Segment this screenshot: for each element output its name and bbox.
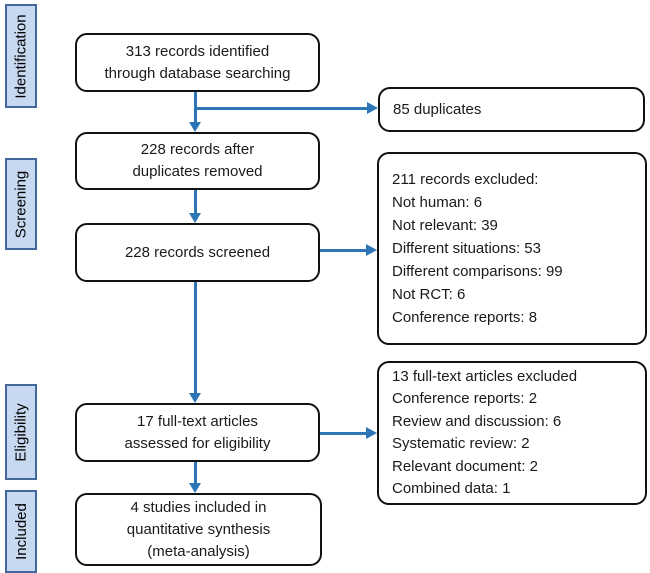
arrowhead-right-icon [366,426,377,439]
box-fulltext-excluded-line: 13 full-text articles excluded [392,367,578,385]
box-records-excluded-line: Not relevant: 39 [392,217,498,234]
stage-label-eligibility: Eligibility [5,384,37,480]
box-records-excluded-line: 211 records excluded: [392,171,539,188]
box-records-after-duplicates-line: 228 records after [140,141,255,158]
arrowhead-down-icon [188,122,201,132]
arrow-after-duplicates-to-screened [193,190,197,214]
arrowhead-right-icon [367,101,378,114]
arrowhead-down-icon [188,393,201,403]
box-fulltext-excluded-line: Systematic review: 2 [392,435,530,452]
box-records-after-duplicates: 228 records after duplicates removed [75,132,320,190]
box-records-identified: 313 records identified through database … [75,33,320,92]
box-records-after-duplicates-line: duplicates removed [132,163,263,180]
arrow-screened-to-records-excluded [320,248,367,252]
arrowhead-down-icon [188,213,201,223]
box-records-excluded: 211 records excluded: Not human: 6 Not r… [377,152,647,345]
arrow-screened-to-assessed [193,282,197,394]
stage-label-included-text: Included [12,503,30,560]
box-fulltext-excluded-line: Combined data: 1 [392,480,511,497]
box-records-excluded-line: Not human: 6 [392,194,483,211]
box-fulltext-excluded: 13 full-text articles excluded Conferenc… [377,361,647,505]
stage-label-eligibility-text: Eligibility [12,402,30,462]
box-records-identified-line: 313 records identified [125,42,270,60]
box-fulltext-excluded-line: Relevant document: 2 [392,457,538,475]
box-duplicates: 85 duplicates [378,87,645,132]
box-fulltext-excluded-line: Review and discussion: 6 [392,412,562,430]
box-records-excluded-line: Different comparisons: 99 [392,263,563,280]
box-records-excluded-line: Conference reports: 8 [392,309,538,326]
arrow-branch-to-duplicates [195,106,368,110]
box-studies-included-line: (meta-analysis) [147,542,250,560]
arrow-assessed-to-included [193,462,197,484]
stage-label-identification-text: Identification [12,13,30,99]
box-studies-included: 4 studies included in quantitative synth… [75,493,322,566]
box-fulltext-assessed-line: assessed for eligibility [124,434,271,452]
box-duplicates-line: 85 duplicates [393,100,482,118]
box-records-excluded-line: Not RCT: 6 [392,286,466,303]
box-records-screened: 228 records screened [75,223,320,282]
stage-label-identification: Identification [5,4,37,108]
box-records-screened-line: 228 records screened [124,243,271,261]
box-studies-included-line: 4 studies included in [130,498,267,516]
box-records-excluded-line: Different situations: 53 [392,240,541,257]
box-studies-included-line: quantitative synthesis [126,520,271,538]
box-fulltext-assessed-line: 17 full-text articles [137,412,258,430]
stage-label-screening-text: Screening [12,170,30,238]
box-records-identified-line: through database searching [104,64,291,82]
arrowhead-down-icon [188,483,201,493]
box-fulltext-excluded-line: Conference reports: 2 [392,390,538,407]
box-fulltext-assessed: 17 full-text articles assessed for eligi… [75,403,320,462]
arrowhead-right-icon [366,243,377,256]
stage-label-screening: Screening [5,158,37,250]
stage-label-included: Included [5,490,37,573]
arrow-assessed-to-fulltext-excluded [320,431,367,435]
